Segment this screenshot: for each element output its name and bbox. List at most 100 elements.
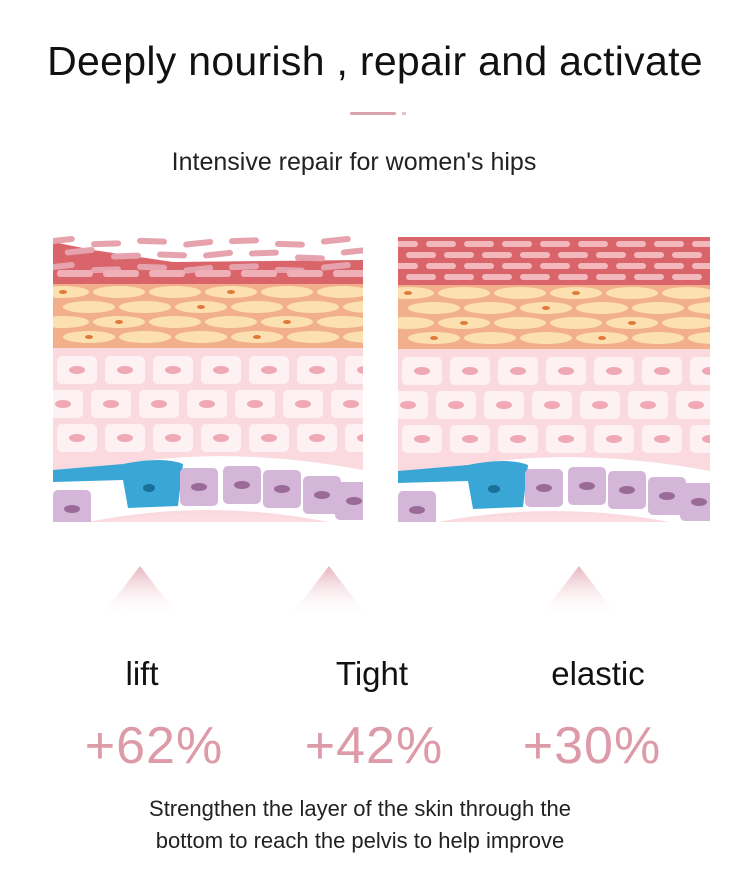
granular-cell	[63, 301, 115, 313]
skin-cell-flat	[464, 263, 494, 269]
skin-cell-flat	[692, 241, 710, 247]
skin-cell-flat	[558, 274, 588, 280]
skin-cell-flat	[654, 241, 684, 247]
skin-cell-flat	[672, 252, 702, 258]
skin-cell-flat	[464, 241, 494, 247]
skin-flake	[274, 240, 305, 248]
cell-nucleus	[536, 484, 552, 492]
cell-nucleus	[165, 366, 181, 374]
skin-flake	[64, 246, 95, 256]
skin-cell-flat	[482, 274, 512, 280]
granular-cell	[688, 332, 710, 344]
granular-cell	[576, 302, 628, 314]
cell-nucleus	[404, 291, 412, 295]
skin-flake	[53, 262, 75, 271]
cell-nucleus	[688, 401, 704, 409]
cell-nucleus	[488, 485, 500, 493]
skin-flake	[111, 252, 142, 260]
skin-cell-flat	[616, 241, 646, 247]
skin-flake	[320, 236, 351, 245]
skin-cell-flat	[482, 252, 512, 258]
skin-cell-flat	[444, 252, 474, 258]
skin-flake	[248, 249, 279, 257]
cell-nucleus	[409, 506, 425, 514]
cell-nucleus	[197, 305, 205, 309]
granular-cell	[464, 302, 516, 314]
skin-cell-flat	[672, 274, 702, 280]
granular-cell	[494, 317, 546, 329]
cell-nucleus	[64, 505, 80, 513]
cell-nucleus	[357, 434, 363, 442]
melanocyte	[53, 460, 183, 508]
cell-nucleus	[295, 400, 311, 408]
subtitle: Intensive repair for women's hips	[171, 148, 537, 176]
cell-nucleus	[654, 367, 670, 375]
cell-nucleus	[702, 435, 710, 443]
skin-cell-flat	[540, 263, 570, 269]
cell-nucleus	[572, 291, 580, 295]
skin-cell-flat	[596, 274, 626, 280]
stat-value-elastic: +30%	[522, 717, 662, 775]
melanocyte	[398, 461, 528, 509]
skin-cell-flat	[634, 252, 664, 258]
granular-cell	[261, 286, 313, 298]
cell-nucleus	[462, 435, 478, 443]
skin-flake	[203, 249, 233, 259]
skin-cell-flat	[578, 241, 608, 247]
up-arrow-icon	[100, 566, 180, 618]
granular-cell	[688, 302, 710, 314]
cell-nucleus	[261, 366, 277, 374]
granular-cell	[494, 287, 546, 299]
cell-nucleus	[691, 498, 707, 506]
cell-nucleus	[606, 367, 622, 375]
skin-cell-flat	[616, 263, 646, 269]
cell-nucleus	[165, 434, 181, 442]
skin-cell-flat	[287, 270, 323, 277]
cell-nucleus	[542, 306, 550, 310]
cell-nucleus	[414, 435, 430, 443]
granular-cell	[662, 317, 710, 329]
cell-nucleus	[59, 290, 67, 294]
skin-flake	[53, 236, 75, 245]
granular-cell	[408, 302, 460, 314]
skin-cell-flat	[406, 252, 436, 258]
cell-nucleus	[628, 321, 636, 325]
cell-nucleus	[558, 435, 574, 443]
skin-cell-flat	[57, 270, 93, 277]
skin-flake	[137, 237, 168, 245]
cell-nucleus	[283, 320, 291, 324]
skin-flake	[228, 263, 259, 271]
granular-cell	[343, 301, 363, 313]
cell-nucleus	[69, 434, 85, 442]
skin-cell-flat	[426, 241, 456, 247]
granular-cell	[287, 331, 339, 343]
cell-nucleus	[115, 320, 123, 324]
skin-cell-flat	[241, 270, 277, 277]
cell-nucleus	[606, 435, 622, 443]
skin-flake	[91, 240, 122, 248]
cell-nucleus	[619, 486, 635, 494]
cell-nucleus	[592, 401, 608, 409]
page-title: Deeply nourish , repair and activate	[47, 38, 703, 84]
skin-cell-flat	[406, 274, 436, 280]
skin-cell-flat	[654, 263, 684, 269]
skin-before-illustration	[53, 232, 363, 522]
skin-cell-flat	[596, 252, 626, 258]
lower-dermis	[53, 513, 363, 522]
skin-cell-flat	[558, 252, 588, 258]
cell-nucleus	[414, 367, 430, 375]
granular-cell	[632, 302, 684, 314]
granular-cell	[175, 331, 227, 343]
granular-cell	[438, 287, 490, 299]
cell-nucleus	[659, 492, 675, 500]
granular-cell	[93, 286, 145, 298]
granular-cell	[343, 331, 363, 343]
cell-nucleus	[460, 321, 468, 325]
up-arrow-icon	[289, 566, 369, 618]
skin-cell-flat	[502, 263, 532, 269]
up-arrow-icon	[539, 566, 619, 618]
skin-cell-flat	[195, 270, 231, 277]
granular-cell	[149, 286, 201, 298]
cell-nucleus	[199, 400, 215, 408]
cell-nucleus	[309, 366, 325, 374]
